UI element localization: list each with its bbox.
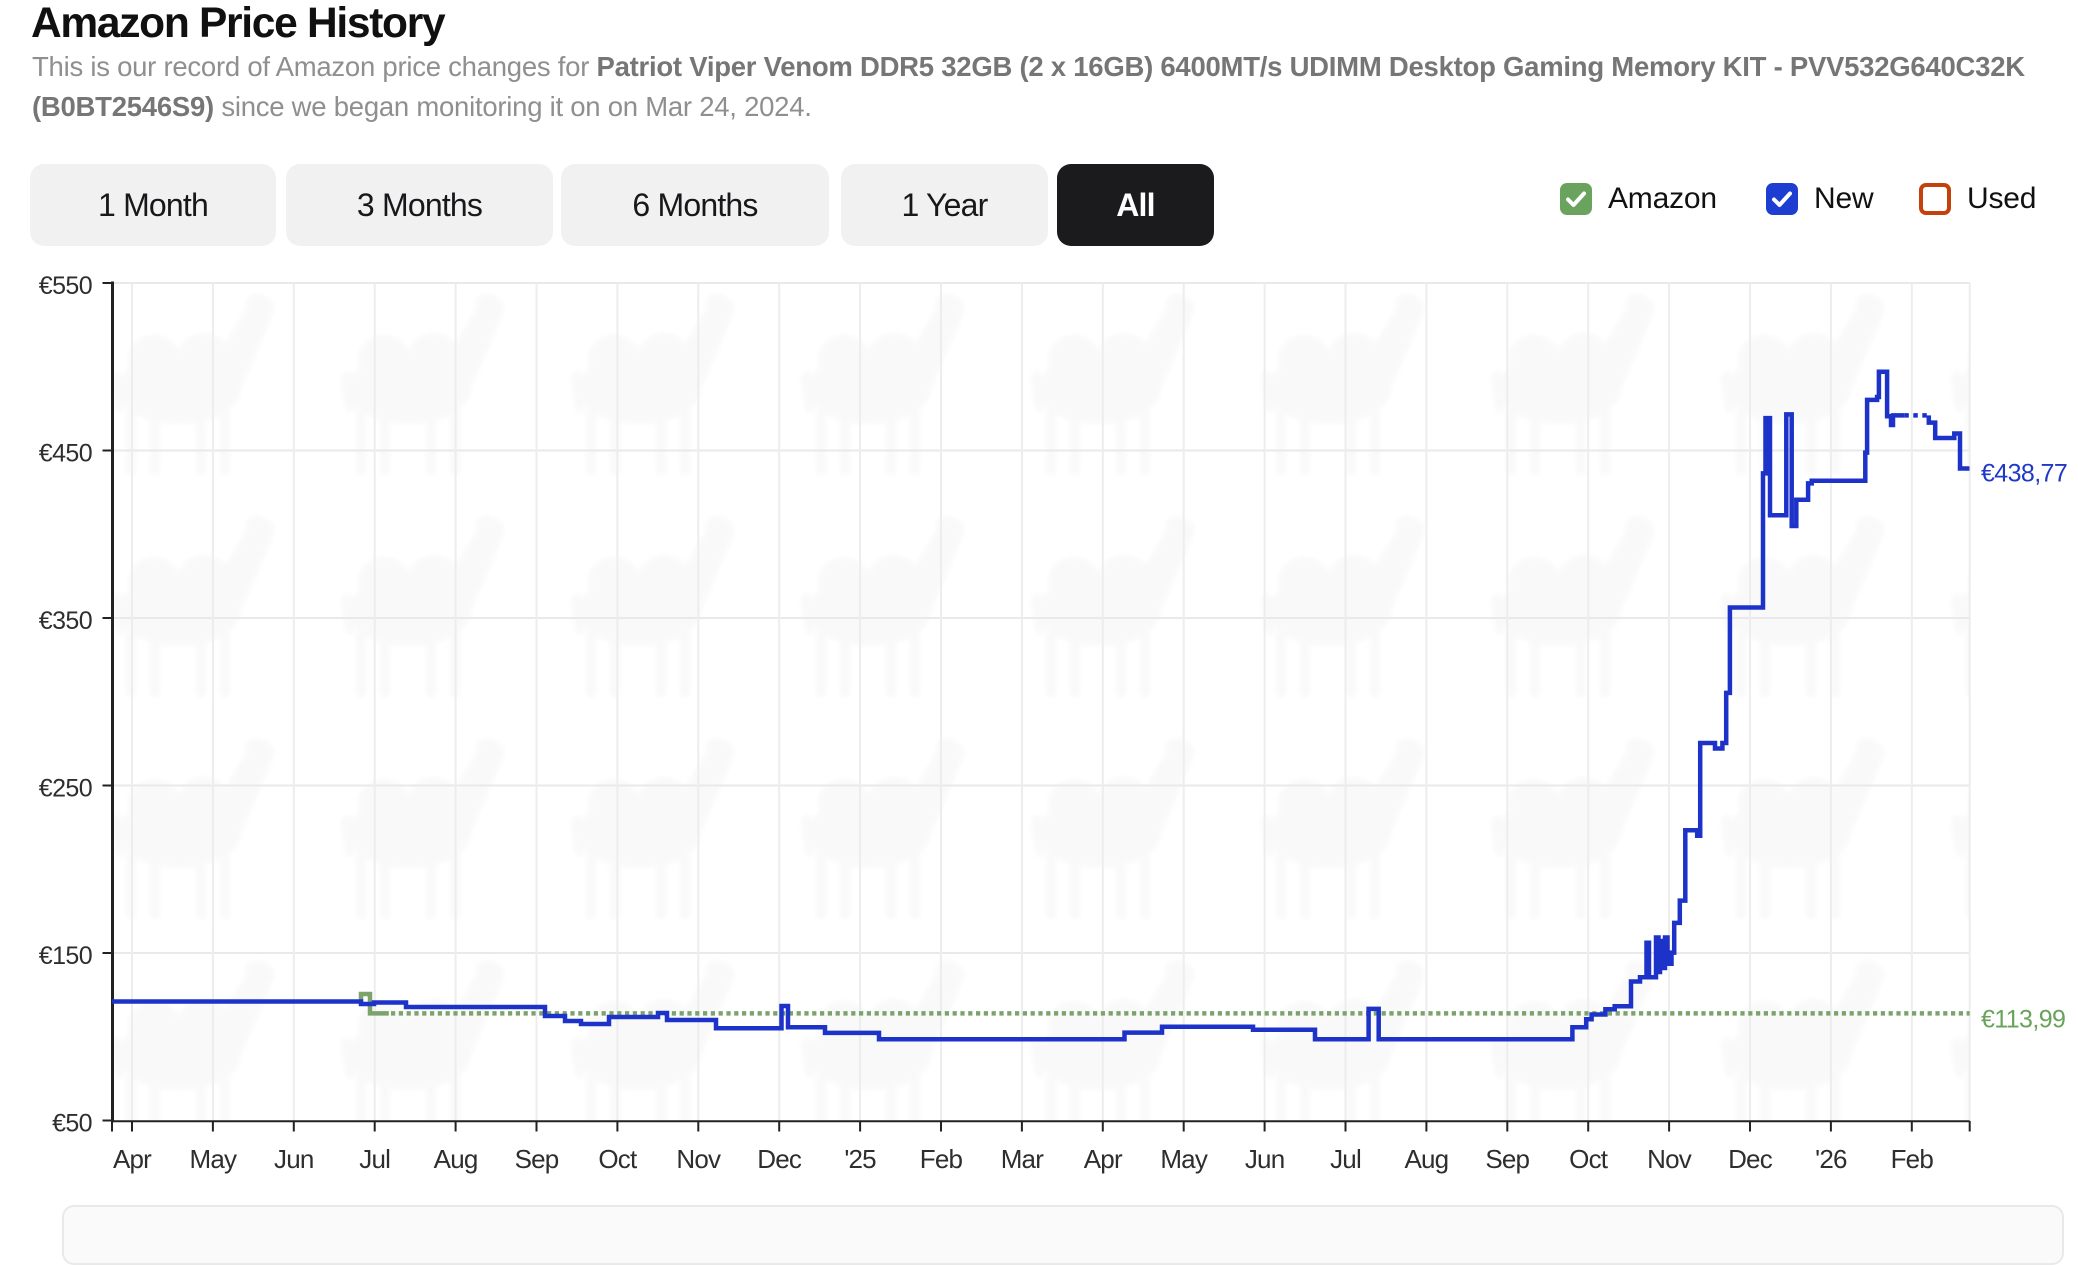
svg-text:May: May bbox=[190, 1144, 238, 1174]
svg-text:€250: €250 bbox=[39, 775, 92, 803]
svg-text:Nov: Nov bbox=[1647, 1144, 1692, 1174]
svg-text:Jun: Jun bbox=[1245, 1144, 1285, 1174]
svg-text:Apr: Apr bbox=[1084, 1144, 1123, 1174]
svg-text:€450: €450 bbox=[39, 440, 92, 468]
svg-text:€350: €350 bbox=[39, 607, 92, 635]
svg-text:€550: €550 bbox=[39, 272, 92, 300]
svg-text:Nov: Nov bbox=[676, 1144, 721, 1174]
svg-text:€438,77: €438,77 bbox=[1981, 460, 2067, 488]
svg-text:€113,99: €113,99 bbox=[1981, 1006, 2065, 1034]
svg-text:Feb: Feb bbox=[920, 1144, 963, 1174]
svg-text:'26: '26 bbox=[1815, 1144, 1847, 1174]
svg-text:May: May bbox=[1160, 1144, 1208, 1174]
svg-text:€150: €150 bbox=[39, 942, 92, 970]
svg-text:Apr: Apr bbox=[113, 1144, 152, 1174]
svg-text:Oct: Oct bbox=[1569, 1144, 1609, 1174]
svg-text:Dec: Dec bbox=[757, 1144, 802, 1174]
svg-text:Jul: Jul bbox=[1330, 1144, 1361, 1174]
svg-text:Aug: Aug bbox=[434, 1144, 478, 1174]
svg-text:Feb: Feb bbox=[1891, 1144, 1934, 1174]
svg-text:Jun: Jun bbox=[274, 1144, 314, 1174]
svg-text:Dec: Dec bbox=[1728, 1144, 1773, 1174]
svg-text:Sep: Sep bbox=[1485, 1144, 1529, 1174]
svg-text:'25: '25 bbox=[844, 1144, 876, 1174]
svg-text:Mar: Mar bbox=[1001, 1144, 1045, 1174]
svg-text:Jul: Jul bbox=[359, 1144, 390, 1174]
svg-text:Aug: Aug bbox=[1404, 1144, 1448, 1174]
svg-text:€50: €50 bbox=[52, 1110, 92, 1138]
svg-text:Sep: Sep bbox=[515, 1144, 559, 1174]
svg-text:Oct: Oct bbox=[598, 1144, 638, 1174]
